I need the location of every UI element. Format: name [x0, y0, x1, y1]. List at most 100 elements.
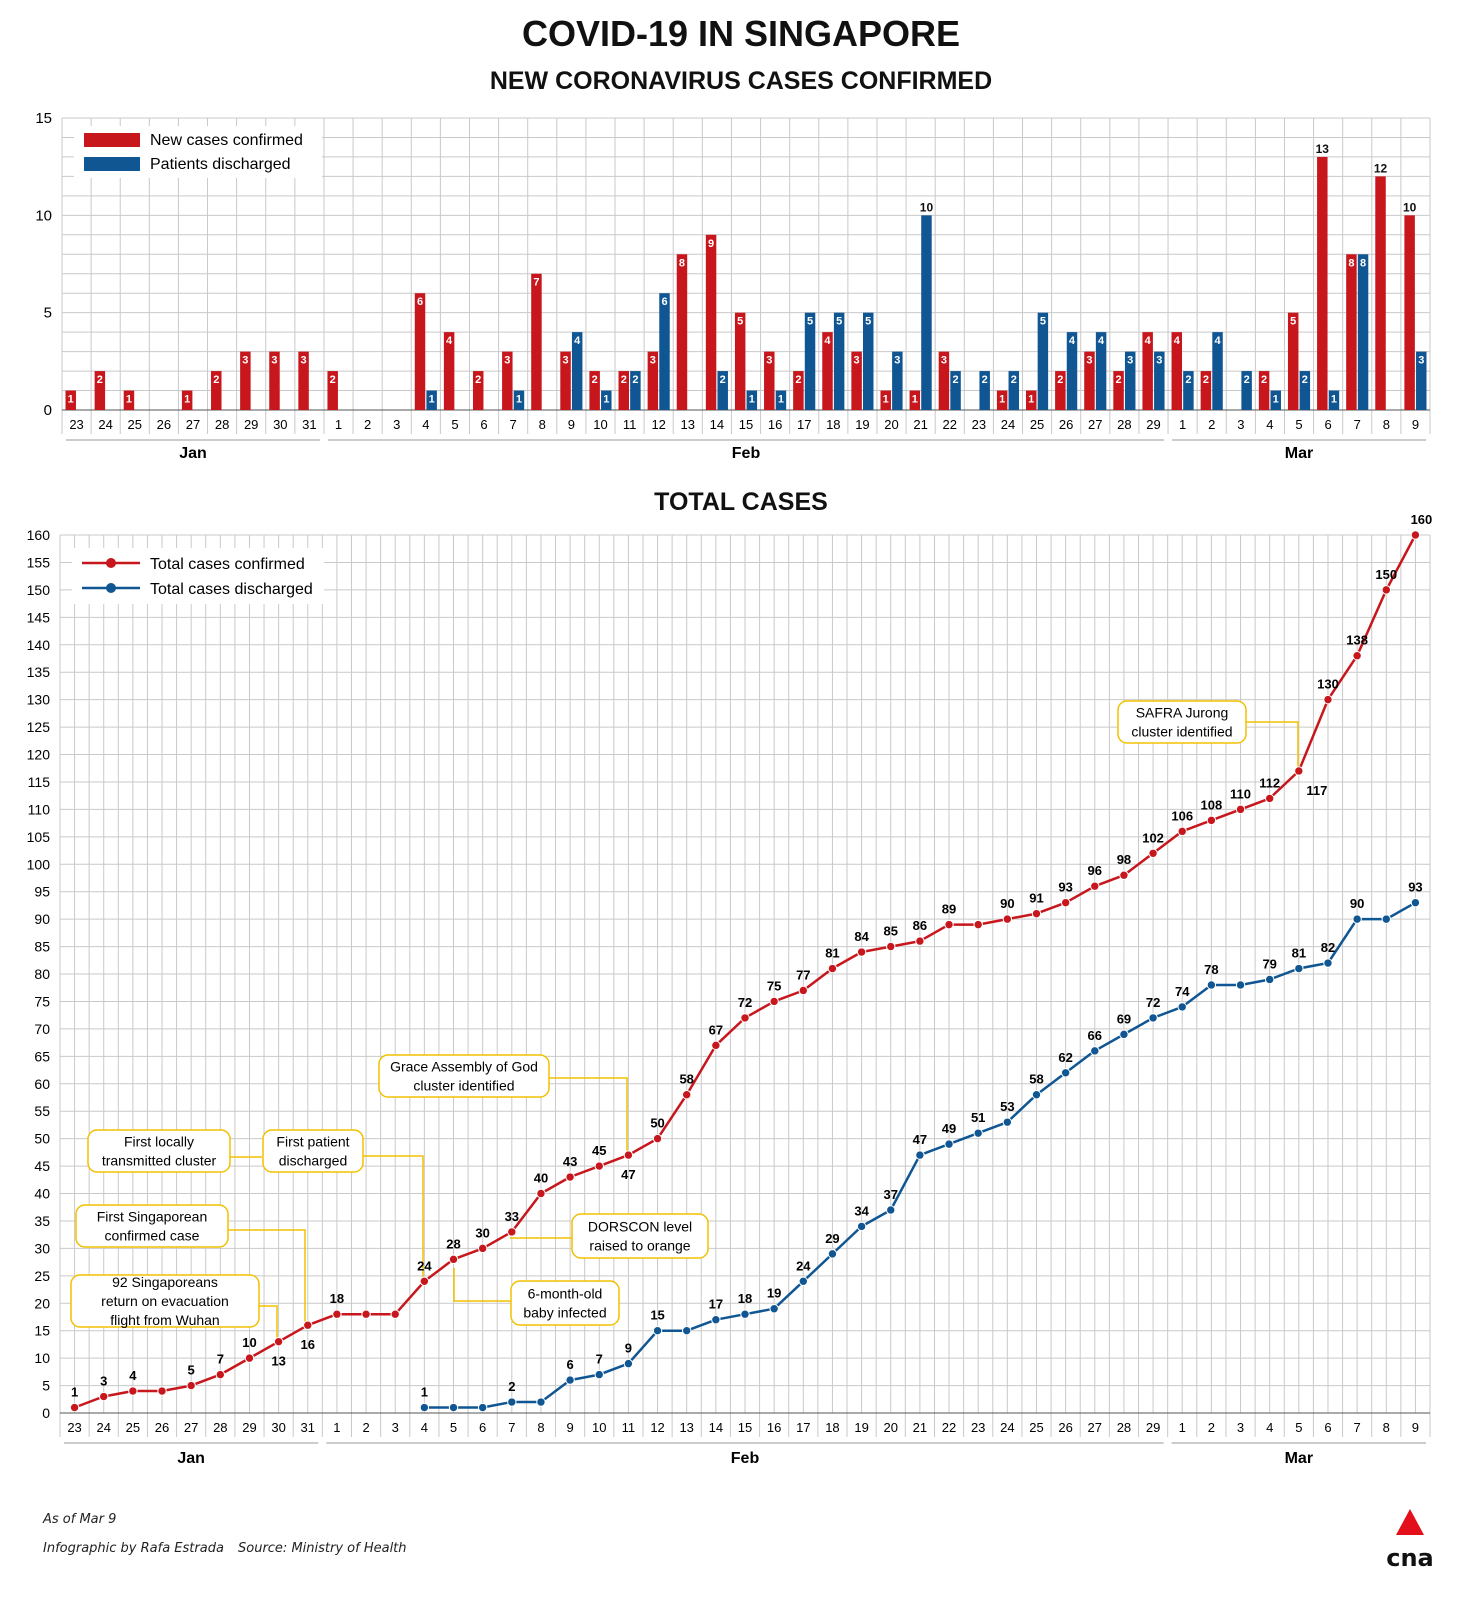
discharged-point	[769, 1304, 779, 1314]
confirmed-point	[769, 996, 779, 1007]
line-x-tick-label: 10	[592, 1420, 606, 1435]
discharged-bar	[426, 390, 437, 410]
confirmed-point-label: 91	[1029, 891, 1043, 906]
line-x-tick-label: 12	[650, 1420, 664, 1435]
annotation-leader-line	[259, 1305, 278, 1343]
legend-label-total-confirmed: Total cases confirmed	[150, 556, 305, 573]
bar-x-tick-label: 22	[943, 417, 957, 432]
bar-x-tick-label: 19	[855, 417, 869, 432]
confirmed-point-label: 30	[475, 1225, 489, 1240]
bar-value-label: 2	[1011, 374, 1017, 386]
discharged-point	[1090, 1046, 1100, 1056]
bar-x-tick-label: 17	[797, 417, 811, 432]
line-x-tick-label: 25	[126, 1420, 140, 1435]
bar-x-tick-label: 6	[480, 417, 487, 432]
line-x-tick-label: 24	[1000, 1420, 1014, 1435]
confirmed-bar	[1287, 312, 1299, 410]
line-y-tick-label: 125	[27, 719, 51, 735]
bar-value-label: 7	[533, 277, 539, 289]
bar-value-label: 13	[1316, 142, 1330, 156]
confirmed-point-label: 102	[1142, 830, 1164, 845]
discharged-bar	[630, 371, 641, 410]
bar-value-label: 4	[446, 335, 453, 347]
annotation-text: cluster identified	[413, 1078, 514, 1094]
confirmed-point-label: 98	[1117, 852, 1131, 867]
annotation-callout: Grace Assembly of God cluster identified	[378, 1054, 628, 1156]
legend-marker-discharged	[106, 583, 116, 593]
line-y-tick-label: 150	[27, 582, 51, 598]
discharged-point-label: 34	[854, 1203, 869, 1218]
confirmed-point-label: 5	[188, 1363, 195, 1378]
annotation-box	[1117, 700, 1247, 744]
bar-x-tick-label: 27	[186, 417, 200, 432]
bar-value-label: 1	[883, 394, 889, 406]
line-y-tick-label: 35	[34, 1213, 50, 1229]
confirmed-point-label: 96	[1088, 863, 1102, 878]
bar-value-label: 10	[920, 200, 934, 214]
line-y-tick-label: 20	[34, 1295, 50, 1311]
bar-x-tick-label: 14	[710, 417, 724, 432]
discharged-point-label: 6	[566, 1357, 573, 1372]
confirmed-bar	[647, 351, 659, 410]
line-chart-title: TOTAL CASES	[654, 488, 828, 516]
bar-value-label: 2	[632, 374, 638, 386]
confirmed-bar	[1317, 156, 1328, 410]
bar-value-label: 1	[516, 394, 522, 406]
line-y-tick-label: 65	[34, 1048, 50, 1064]
line-x-tick-label: 29	[242, 1420, 256, 1435]
bar-x-tick-label: 5	[1295, 417, 1302, 432]
bar-y-tick-label: 10	[35, 207, 52, 224]
confirmed-point	[973, 919, 983, 930]
annotation-text: transmitted cluster	[102, 1153, 217, 1169]
line-y-tick-label: 40	[34, 1186, 50, 1202]
line-x-tick-label: 8	[1383, 1420, 1390, 1435]
line-legend-box	[72, 548, 324, 604]
line-y-tick-label: 75	[34, 993, 50, 1009]
annotation-text: Grace Assembly of God	[390, 1059, 538, 1075]
confirmed-bar	[298, 351, 309, 410]
confirmed-bar	[123, 390, 135, 410]
line-x-tick-label: 16	[767, 1420, 781, 1435]
discharged-bar	[1241, 371, 1252, 410]
annotation-text: flight from Wuhan	[110, 1312, 219, 1328]
confirmed-point	[99, 1391, 109, 1402]
bar-value-label: 4	[1214, 335, 1221, 347]
line-x-tick-label: 7	[1354, 1420, 1361, 1435]
line-y-tick-label: 80	[34, 966, 50, 982]
bar-value-label: 6	[661, 296, 667, 308]
confirmed-point	[565, 1172, 575, 1182]
discharged-point-label: 47	[913, 1132, 927, 1147]
confirmed-bar	[472, 371, 484, 410]
line-x-tick-label: 2	[1208, 1420, 1215, 1435]
line-x-tick-label: 25	[1029, 1420, 1043, 1435]
discharged-point-label: 18	[738, 1291, 752, 1306]
line-y-tick-label: 70	[34, 1021, 50, 1037]
annotation-leader-line	[1246, 721, 1299, 770]
bar-x-tick-label: 28	[1117, 417, 1131, 432]
bar-x-tick-label: 26	[1059, 417, 1073, 432]
discharged-point	[565, 1375, 575, 1385]
annotation-box	[510, 1280, 620, 1326]
confirmed-bar	[65, 390, 76, 410]
confirmed-point-label: 89	[942, 902, 956, 917]
confirmed-point-label: 85	[884, 924, 898, 939]
confirmed-point-label: 16	[301, 1337, 315, 1352]
line-y-tick-label: 155	[27, 554, 51, 570]
bar-value-label: 4	[1098, 335, 1105, 347]
bar-x-tick-label: 2	[1208, 417, 1215, 432]
discharged-point-label: 15	[650, 1308, 664, 1323]
credit-note: Infographic by Rafa Estrada	[43, 1541, 224, 1556]
confirmed-bar	[996, 390, 1008, 410]
discharged-bar	[979, 371, 990, 410]
confirmed-point-label: 1	[71, 1385, 78, 1400]
confirmed-point-label: 77	[796, 967, 810, 982]
confirmed-point	[157, 1386, 167, 1396]
discharged-point	[915, 1150, 925, 1160]
line-x-tick-label: 9	[566, 1420, 573, 1435]
bar-value-label: 3	[766, 355, 772, 367]
confirmed-point	[798, 985, 808, 996]
bar-x-tick-label: 29	[244, 417, 258, 432]
discharged-point-label: 74	[1175, 984, 1190, 999]
annotation-text: First patient	[276, 1134, 349, 1150]
